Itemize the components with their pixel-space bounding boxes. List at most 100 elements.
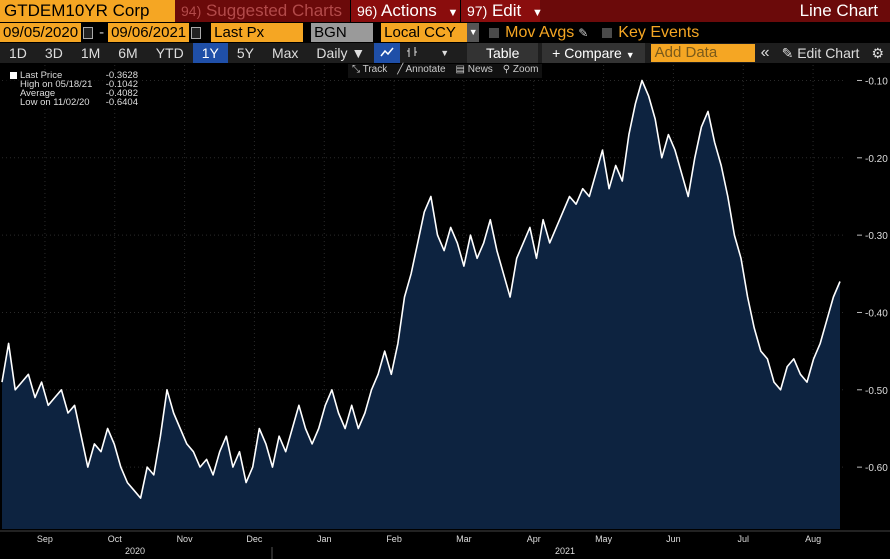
suggested-charts-menu[interactable]: 94) Suggested Charts <box>175 0 350 22</box>
currency-select[interactable]: Local CCY <box>381 23 468 42</box>
legend-value: -0.4082 <box>105 88 138 99</box>
range-button[interactable]: 5Y <box>236 45 254 61</box>
x-month-label: Apr <box>527 534 541 544</box>
area-fill <box>2 80 840 529</box>
suggested-charts-number: 94) <box>181 3 202 19</box>
range-button[interactable]: Max <box>271 45 299 61</box>
x-month-label: Nov <box>177 534 194 544</box>
key-events-checkbox[interactable] <box>602 27 613 38</box>
x-month-label: Dec <box>246 534 263 544</box>
legend-row[interactable]: High on 05/18/21 -0.1042 <box>6 79 141 90</box>
edit-chart-label: Edit Chart <box>797 45 860 61</box>
compare-button[interactable]: + Compare ▼ <box>542 43 645 63</box>
range-button[interactable]: 1M <box>80 45 101 61</box>
title-bar: GTDEM10YR Corp 94) Suggested Charts 96) … <box>0 0 890 22</box>
edit-number: 97) <box>467 3 488 19</box>
legend-value: -0.3628 <box>105 70 138 81</box>
calendar-icon[interactable] <box>191 26 202 39</box>
legend-label: Last Price <box>6 71 81 80</box>
pencil-icon: ✎ <box>781 45 794 61</box>
y-tick-label: -0.50 <box>865 386 888 397</box>
range-button[interactable]: 6M <box>118 45 138 61</box>
caret-down-icon: ▼ <box>625 50 635 60</box>
calendar-icon[interactable] <box>83 26 94 39</box>
range-button[interactable]: 1D <box>9 45 27 61</box>
actions-number: 96) <box>357 3 378 19</box>
legend-label: High on 05/18/21 <box>20 79 93 90</box>
line-chart-icon[interactable] <box>374 43 401 63</box>
price-line <box>1 79 841 499</box>
annotate-label: Annotate <box>405 64 446 75</box>
x-month-label: May <box>595 534 613 544</box>
x-month-label: Sep <box>37 534 53 544</box>
y-tick-label: -0.60 <box>865 463 888 474</box>
range-button[interactable]: YTD <box>155 45 184 61</box>
news-tool[interactable]: ▤ News <box>455 64 493 75</box>
legend-value: -0.6404 <box>105 97 138 108</box>
x-year-label: 2021 <box>555 546 575 556</box>
mov-avgs-label: Mov Avgs <box>505 23 575 41</box>
y-tick-label: -0.40 <box>865 308 888 319</box>
pencil-icon[interactable]: ✎ <box>578 25 589 40</box>
key-events-label: Key Events <box>618 23 700 41</box>
bar-chart-icon[interactable] <box>400 43 426 63</box>
suggested-charts-label: Suggested Charts <box>205 1 343 20</box>
track-tool[interactable]: ⤡ Track <box>352 64 388 75</box>
legend-label: Average <box>20 88 56 99</box>
legend-label: Low on 11/02/20 <box>20 97 90 108</box>
chevron-down-icon[interactable]: ▼ <box>467 23 480 42</box>
edit-label: Edit <box>491 1 522 20</box>
edit-chart-button[interactable]: ✎ Edit Chart <box>776 43 866 63</box>
y-tick-label: -0.30 <box>865 231 888 242</box>
caret-down-icon: ▼ <box>447 7 459 19</box>
add-data-input[interactable]: Add Data <box>650 44 755 62</box>
edit-menu[interactable]: 97) Edit ▼ <box>460 0 543 22</box>
chart-area[interactable]: -0.10 -0.20 -0.30 -0.40 -0.50 -0.60 Sep Oct Nov D… <box>0 63 890 559</box>
range-button[interactable]: 3D <box>44 45 63 61</box>
legend-row[interactable]: Last Price -0.3628 <box>6 71 141 80</box>
price-chart-svg[interactable]: -0.10 -0.20 -0.30 -0.40 -0.50 -0.60 Sep Oct Nov D… <box>0 63 890 559</box>
settings-gear-icon[interactable]: ⚙ <box>871 45 884 61</box>
x-month-label: Feb <box>386 534 402 544</box>
compare-label: + Compare <box>552 45 622 61</box>
annotate-tool[interactable]: ╱ Annotate <box>397 64 446 75</box>
legend-value: -0.1042 <box>105 79 138 90</box>
x-month-label: Jan <box>317 534 332 544</box>
price-field-select[interactable]: Last Px <box>211 23 304 42</box>
news-label: News <box>467 64 493 75</box>
actions-menu[interactable]: 96) Actions ▼ <box>350 0 460 22</box>
ticker-field[interactable]: GTDEM10YR Corp <box>0 0 175 22</box>
actions-label: Actions <box>381 1 437 20</box>
start-date-field[interactable]: 09/05/2020 <box>0 23 82 42</box>
legend-row[interactable]: Low on 11/02/20 -0.6404 <box>6 97 141 108</box>
chevron-down-icon[interactable]: ▼ <box>440 48 450 58</box>
x-month-label: Mar <box>456 534 472 544</box>
frequency-select[interactable]: Daily ▼ <box>316 45 366 61</box>
table-button[interactable]: Table <box>467 43 539 63</box>
track-label: Track <box>362 64 388 75</box>
mov-avgs-checkbox[interactable] <box>489 27 500 38</box>
x-month-label: Aug <box>805 534 821 544</box>
range-buttons: 1D 3D 1M 6M YTD 1Y 5Y Max <box>0 43 307 63</box>
chart-legend: Last Price -0.3628 High on 05/18/21 -0.104… <box>6 71 141 107</box>
chart-type-title: Line Chart <box>799 1 878 20</box>
source-field[interactable]: BGN <box>311 23 374 42</box>
date-settings-bar: 09/05/2020 - 09/06/2021 Last Px BGN Loca… <box>0 22 890 43</box>
chart-subtools: ⤡ Track ╱ Annotate ▤ News ⚲ Zoom <box>348 64 543 78</box>
collapse-double-chevron-icon[interactable]: « <box>760 44 770 61</box>
x-year-label: 2020 <box>125 546 145 556</box>
y-tick-label: -0.10 <box>865 76 888 87</box>
date-range-dash: - <box>99 24 105 41</box>
range-toolbar: 1D 3D 1M 6M YTD 1Y 5Y Max Daily ▼ ▼ Table + Com… <box>0 43 890 63</box>
zoom-label: Zoom <box>512 64 539 75</box>
range-button[interactable]: 1Y <box>192 43 228 63</box>
x-month-label: Jul <box>737 534 749 544</box>
x-month-label: Jun <box>666 534 681 544</box>
x-month-label: Oct <box>108 534 123 544</box>
frequency-label: Daily <box>316 45 348 61</box>
y-tick-label: -0.20 <box>865 154 888 165</box>
caret-down-icon: ▼ <box>532 7 543 19</box>
legend-row[interactable]: Average -0.4082 <box>6 88 141 99</box>
zoom-tool[interactable]: ⚲ Zoom <box>502 64 539 75</box>
end-date-field[interactable]: 09/06/2021 <box>108 23 190 42</box>
